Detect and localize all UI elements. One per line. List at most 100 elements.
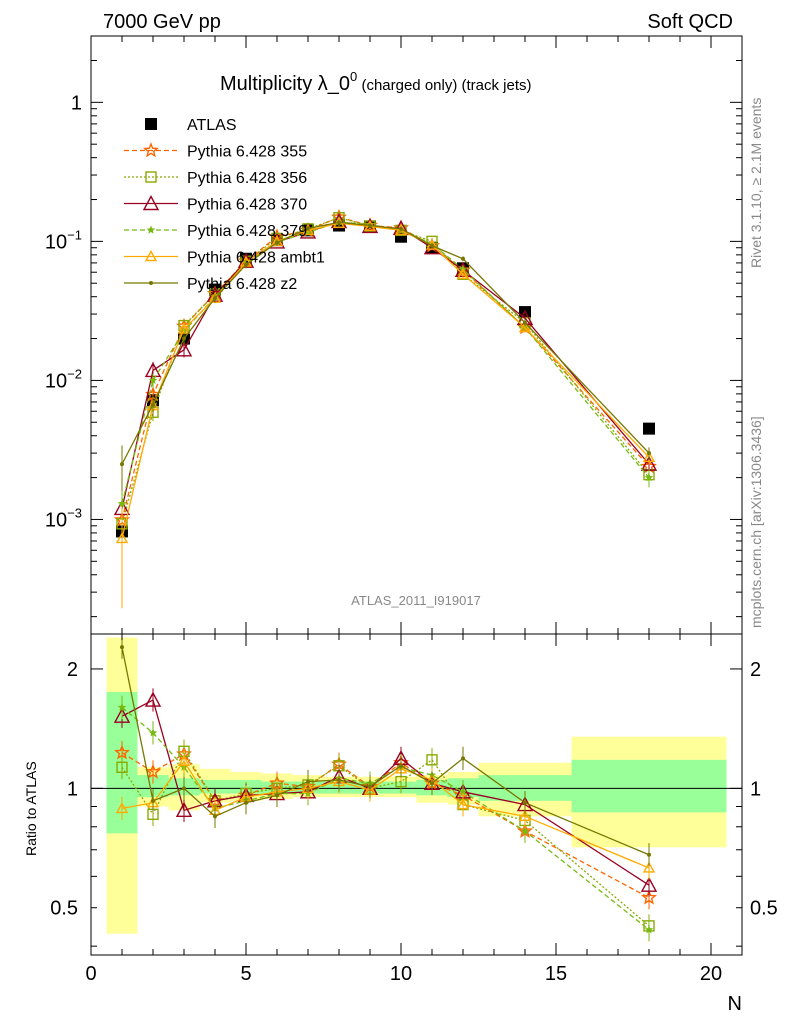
ratio-data-point xyxy=(518,809,532,822)
tick-layer: 0 5 10 15 20 10−3 10−2 10−1 1 0.5 0.5 1 1 2 2 xyxy=(45,35,778,985)
main-data-point xyxy=(306,226,310,231)
main-data-point xyxy=(182,336,186,341)
main-series-6 xyxy=(120,219,651,492)
legend-label: Pythia 6.428 z2 xyxy=(187,276,297,293)
ratio-data-point xyxy=(148,728,158,737)
legend-swatch-marker xyxy=(145,118,157,130)
axes-frames xyxy=(90,35,743,956)
legend-swatch-marker xyxy=(144,250,158,262)
ratio-data-point xyxy=(461,756,465,761)
main-data-point xyxy=(175,341,193,357)
ratio-data-point xyxy=(640,876,658,892)
ratio-data-point xyxy=(213,814,217,819)
main-data-point xyxy=(117,499,127,508)
main-data-point xyxy=(518,321,532,333)
ratio-data-point xyxy=(116,761,128,773)
watermark-analysis: ATLAS_2011_I919017 xyxy=(351,593,481,608)
y-tick-label-ratio-right: 2 xyxy=(750,659,761,681)
ratio-series-line xyxy=(121,706,650,931)
legend-swatch-marker xyxy=(145,171,157,183)
ratio-data-point xyxy=(644,925,654,934)
ratio-data-point xyxy=(456,798,470,810)
y-tick-label-main: 10−2 xyxy=(45,366,82,392)
main-data-point xyxy=(115,532,129,544)
main-data-point xyxy=(642,450,656,462)
main-data-point xyxy=(399,226,403,231)
plot-title: Multiplicity λ_00 (charged only) (track … xyxy=(220,69,532,95)
legend-item-3: Pythia 6.428 370 xyxy=(124,195,307,214)
legend-swatch-marker xyxy=(146,225,156,234)
legend-label: ATLAS xyxy=(187,117,237,134)
main-data-point xyxy=(461,256,465,261)
main-series-line xyxy=(121,222,650,539)
legend-item-5: Pythia 6.428 ambt1 xyxy=(124,250,325,267)
main-data-point xyxy=(430,243,434,248)
ratio-series-line xyxy=(121,647,650,856)
ratio-uncertainty-bands xyxy=(91,637,742,934)
ratio-data-point xyxy=(647,852,651,857)
legend-label: Pythia 6.428 370 xyxy=(187,197,307,214)
ratio-data-point xyxy=(244,800,248,805)
main-series-line xyxy=(121,221,650,465)
ratio-data-point xyxy=(275,793,279,798)
plot-title-main: Multiplicity λ_0 xyxy=(220,73,350,95)
ratio-data-point xyxy=(337,777,341,782)
legend: ATLAS Pythia 6.428 355 Pythia 6.428 356 Pyt… xyxy=(124,117,325,293)
ratio-data-point xyxy=(113,744,131,760)
y-tick-label-ratio-left: 2 xyxy=(67,659,78,681)
main-data-point xyxy=(213,296,217,301)
ratio-data-point xyxy=(368,784,372,789)
legend-item-6: Pythia 6.428 z2 xyxy=(124,276,297,293)
x-tick-label: 20 xyxy=(700,963,722,985)
legend-swatch-marker xyxy=(142,142,160,158)
legend-swatch-marker xyxy=(149,281,153,285)
ratio-data-point xyxy=(175,801,193,818)
y-tick-label-ratio-left: 0.5 xyxy=(50,898,78,920)
y-tick-label-ratio-right: 1 xyxy=(750,778,761,800)
ratio-data-point xyxy=(306,779,310,784)
main-data-point xyxy=(368,223,372,228)
x-tick-label: 0 xyxy=(85,963,96,985)
x-tick-label: 10 xyxy=(390,963,412,985)
ratio-data-point xyxy=(458,787,468,796)
ratio-data-point xyxy=(113,707,131,723)
legend-label: Pythia 6.428 355 xyxy=(187,144,307,161)
y-tick-label-ratio-left: 1 xyxy=(67,778,78,800)
y-tick-label-main: 10−1 xyxy=(45,227,82,253)
ratio-data-point xyxy=(144,691,162,707)
ratio-plot-frame xyxy=(90,633,743,956)
main-data-point xyxy=(151,402,155,407)
legend-item-4: Pythia 6.428 379 xyxy=(124,223,307,240)
ratio-data-point xyxy=(115,801,129,814)
ratio-series-line xyxy=(121,760,650,869)
ratio-data-point xyxy=(182,786,186,791)
main-data-point xyxy=(644,473,654,482)
legend-label: Pythia 6.428 356 xyxy=(187,170,307,187)
y-tick-label-ratio-right: 0.5 xyxy=(750,898,778,920)
x-axis-label: N xyxy=(728,993,742,1015)
ratio-series-line xyxy=(121,699,650,886)
legend-swatch-marker xyxy=(142,195,160,211)
ratio-y-axis-label: Ratio to ATLAS xyxy=(23,761,39,856)
main-data-point xyxy=(337,220,341,225)
y-tick-label-main: 1 xyxy=(71,92,82,114)
side-label-rivet: Rivet 3.1.10, ≥ 2.1M events xyxy=(748,98,764,268)
ratio-data-point xyxy=(642,861,656,873)
plot-title-sub: (charged only) (track jets) xyxy=(357,77,531,94)
main-data-point xyxy=(120,462,124,467)
band-green-13 xyxy=(571,759,727,813)
main-data-point xyxy=(456,267,470,279)
ratio-data-point xyxy=(120,645,124,650)
main-data-point xyxy=(244,262,248,267)
header-right: Soft QCD xyxy=(647,11,733,33)
header-left: 7000 GeV pp xyxy=(103,11,221,33)
main-data-point xyxy=(148,375,158,385)
ratio-data-point xyxy=(399,763,403,768)
side-label-mcplots: mcplots.cern.ch [arXiv:1306.3436] xyxy=(748,416,764,628)
ratio-data-point xyxy=(117,702,127,711)
ratio-data-point xyxy=(177,754,191,767)
ratio-data-point xyxy=(640,889,658,905)
legend-label: Pythia 6.428 ambt1 xyxy=(187,250,325,267)
series-layer xyxy=(113,208,658,942)
